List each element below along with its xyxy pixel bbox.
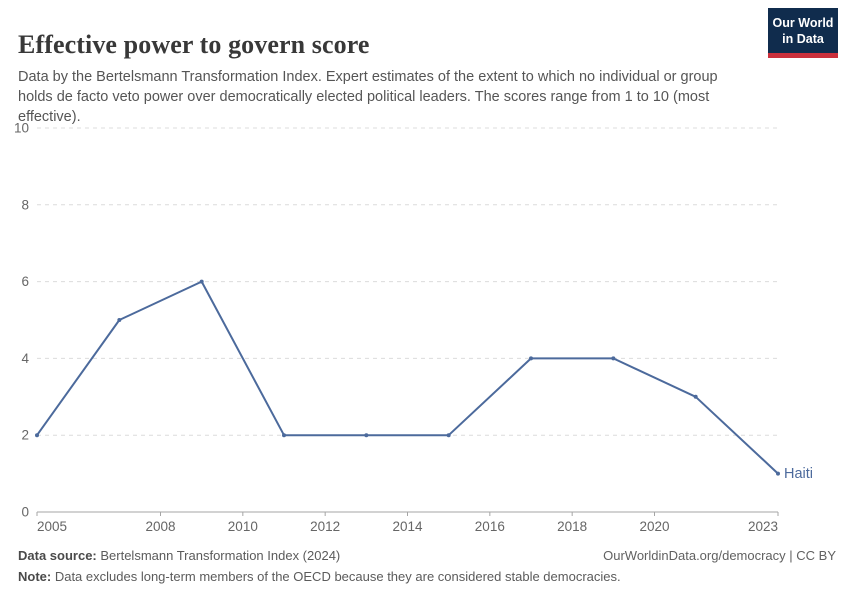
data-point[interactable] xyxy=(611,356,616,361)
data-source-label: Data source: xyxy=(18,548,97,563)
owid-logo[interactable]: Our World in Data xyxy=(768,8,838,58)
y-tick-label: 2 xyxy=(21,428,29,443)
data-point[interactable] xyxy=(282,433,286,438)
x-tick-label: 2014 xyxy=(392,519,423,534)
chart-note: Note: Data excludes long-term members of… xyxy=(18,568,836,587)
x-tick-label: 2023 xyxy=(748,519,778,534)
chart-subtitle: Data by the Bertelsmann Transformation I… xyxy=(18,68,718,125)
y-tick-label: 8 xyxy=(21,197,29,212)
x-tick-label: 2016 xyxy=(475,519,505,534)
data-source-value: Bertelsmann Transformation Index (2024) xyxy=(96,548,341,563)
series-line[interactable] xyxy=(36,280,779,475)
data-point[interactable] xyxy=(35,433,39,438)
y-tick-label: 0 xyxy=(21,505,29,520)
page-title: Effective power to govern score xyxy=(18,30,370,60)
data-point[interactable] xyxy=(199,279,204,284)
data-source: Data source: Bertelsmann Transformation … xyxy=(18,547,340,566)
line-chart-svg[interactable]: 0 2 4 6 8 10 2005 2008 2010 2012 2014 2016 2018 2020 2… xyxy=(0,0,850,545)
y-tick-label: 6 xyxy=(21,274,29,289)
note-value: Data excludes long-term members of the O… xyxy=(51,568,621,584)
x-tick-label: 2018 xyxy=(557,519,587,534)
data-point[interactable] xyxy=(776,471,780,476)
data-point[interactable] xyxy=(446,433,451,438)
data-point[interactable] xyxy=(529,356,533,361)
x-tick-label: 2020 xyxy=(639,519,669,534)
y-tick-label: 4 xyxy=(21,351,29,366)
x-tick-label: 2010 xyxy=(228,519,258,534)
y-tick-label: 10 xyxy=(14,121,29,136)
x-tick-label: 2008 xyxy=(145,519,175,534)
chart-footer: Data source: Bertelsmann Transformation … xyxy=(18,547,836,587)
x-tick-label: 2012 xyxy=(310,519,340,534)
series-entity-label[interactable]: Haiti xyxy=(784,466,813,482)
note-label: Note: xyxy=(18,568,52,584)
owid-credit-link[interactable]: OurWorldinData.org/democracy | CC BY xyxy=(603,548,836,563)
data-point[interactable] xyxy=(364,433,369,438)
owid-logo-line2: in Data xyxy=(782,32,824,46)
x-tick-label: 2005 xyxy=(37,519,67,534)
data-point[interactable] xyxy=(117,318,122,322)
data-point[interactable] xyxy=(693,394,698,399)
owid-logo-line1: Our World xyxy=(772,16,834,30)
